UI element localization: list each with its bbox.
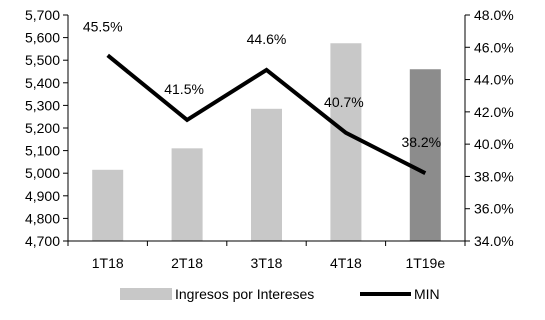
- bars-layer: [92, 43, 441, 242]
- legend-label-min: MIN: [414, 286, 440, 302]
- right-tick-label: 48.0%: [474, 7, 514, 23]
- min-data-label: 40.7%: [324, 94, 364, 110]
- left-tick-label: 5,200: [25, 120, 60, 136]
- labels-layer: 45.5% 41.5% 44.6% 40.7% 38.2%: [83, 18, 441, 150]
- right-tick-label: 34.0%: [474, 233, 514, 249]
- bar-3T18: [251, 108, 282, 241]
- left-tick-label: 5,000: [25, 165, 60, 181]
- axes-layer: 4,700 4,800 4,900 5,000 5,100 5,200 5,300 5,400…: [25, 7, 514, 271]
- line-layer: [106, 53, 427, 175]
- right-tick-label: 46.0%: [474, 39, 514, 55]
- x-tick-label: 2T18: [171, 255, 203, 271]
- bar-1T18: [92, 169, 124, 241]
- bar-2T18: [171, 148, 203, 241]
- right-tick-label: 36.0%: [474, 201, 514, 217]
- left-tick-label: 4,900: [25, 188, 60, 204]
- legend-bar-swatch: [120, 288, 172, 300]
- right-tick-label: 38.0%: [474, 168, 514, 184]
- left-tick-label: 5,500: [25, 52, 60, 68]
- bar-4T18: [330, 43, 362, 241]
- left-tick-label: 5,300: [25, 97, 60, 113]
- left-tick-label: 5,700: [25, 7, 60, 23]
- right-tick-label: 42.0%: [474, 104, 514, 120]
- legend-label-ingresos: Ingresos por Intereses: [175, 286, 314, 302]
- left-tick-label: 5,600: [25, 30, 60, 46]
- min-data-label: 41.5%: [164, 81, 204, 97]
- legend: Ingresos por Intereses MIN: [120, 286, 440, 302]
- right-tick-label: 44.0%: [474, 72, 514, 88]
- x-tick-label: 1T19e: [405, 255, 445, 271]
- min-data-label: 44.6%: [247, 31, 287, 47]
- x-tick-label: 4T18: [330, 255, 362, 271]
- left-tick-label: 4,800: [25, 210, 60, 226]
- min-data-label: 45.5%: [83, 18, 123, 34]
- x-tick-label: 3T18: [251, 255, 283, 271]
- left-tick-label: 5,100: [25, 143, 60, 159]
- min-line: [106, 53, 427, 175]
- x-tick-label: 1T18: [92, 255, 124, 271]
- right-tick-label: 40.0%: [474, 136, 514, 152]
- bar-1T19e: [409, 69, 441, 242]
- left-tick-label: 4,700: [25, 233, 60, 249]
- min-data-label: 38.2%: [401, 134, 441, 150]
- left-tick-label: 5,400: [25, 75, 60, 91]
